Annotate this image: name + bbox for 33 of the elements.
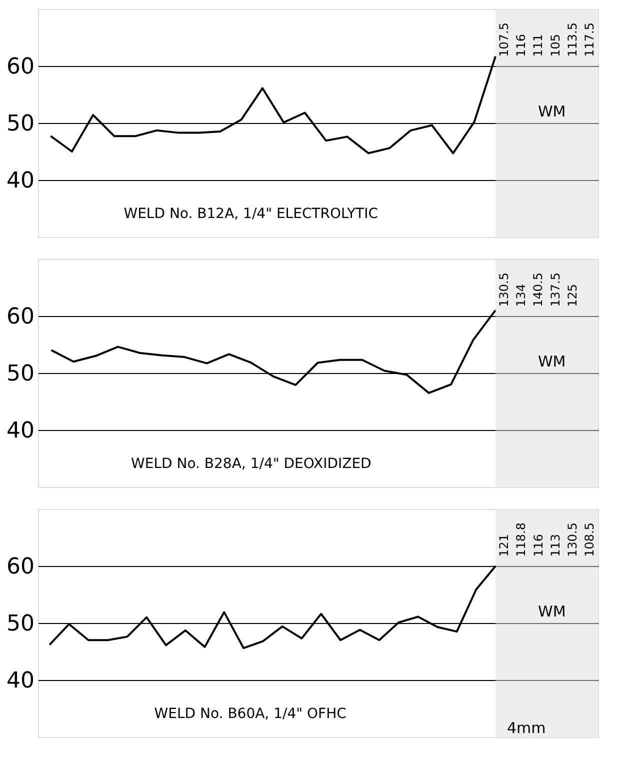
y-tick-label: 60: [6, 554, 34, 580]
y-tick-label: 40: [6, 418, 34, 444]
annotation: 107.5: [497, 22, 512, 57]
text: 137.5: [548, 272, 562, 307]
y-tick-label: 40: [6, 168, 34, 194]
y-tick-label: 50: [6, 362, 34, 386]
text: WELD No. B28A, 1/4" DEOXIDIZED: [131, 456, 372, 472]
text: 118.8: [514, 522, 528, 557]
text: WM: [538, 102, 566, 121]
text: 116: [514, 34, 528, 57]
y-tick-label: 50: [6, 612, 34, 636]
text: 134: [514, 284, 528, 307]
annotation: 130.5: [496, 272, 511, 307]
text: 116: [531, 534, 546, 557]
text: 4mm: [506, 718, 546, 737]
text: WM: [538, 602, 566, 621]
y-tick-label: 50: [6, 112, 34, 136]
y-tick-label: 40: [6, 668, 34, 694]
y-tick-label: 60: [6, 54, 34, 80]
y-tick-label: 60: [6, 304, 34, 330]
text: 113: [548, 534, 562, 557]
text: WELD No. B60A, 1/4" OFHC: [154, 706, 347, 722]
annotation: 121: [497, 534, 512, 557]
text: 117.5: [582, 22, 596, 57]
text: 111: [531, 34, 546, 57]
text: 105: [548, 34, 562, 57]
text: WELD No. B12A, 1/4" ELECTROLYTIC: [124, 206, 378, 222]
text: WM: [538, 352, 566, 371]
text: 130.5: [565, 522, 580, 557]
text: 113.5: [565, 22, 580, 57]
text: 140.5: [531, 272, 546, 307]
text: 125: [565, 284, 580, 307]
text: 108.5: [582, 522, 596, 557]
